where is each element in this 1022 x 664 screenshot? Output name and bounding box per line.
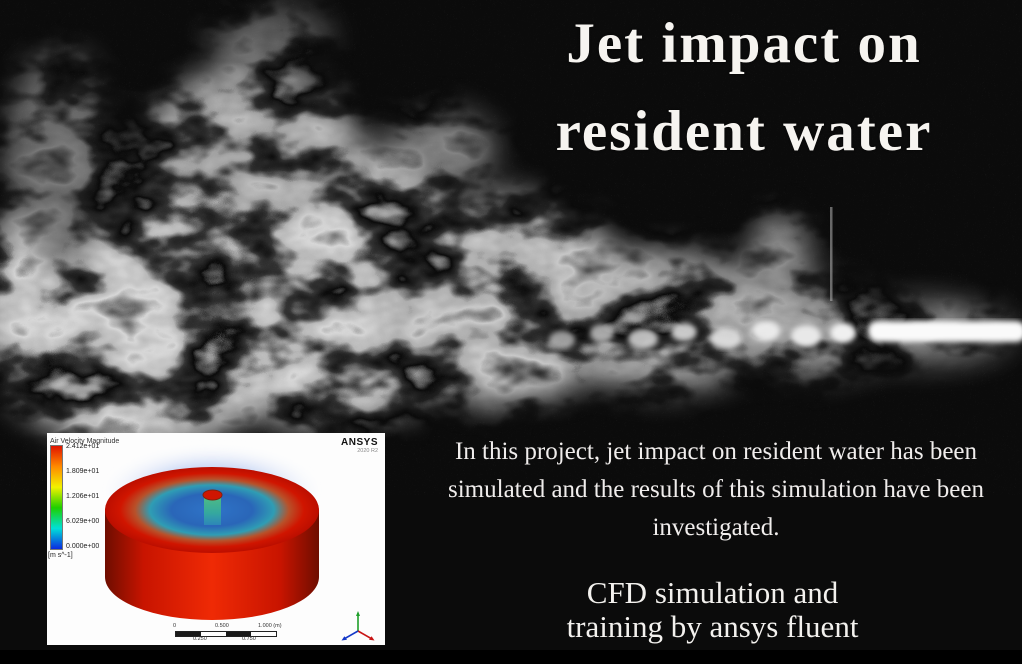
- film-grain: [0, 0, 1022, 450]
- scale-ruler: 0 0.500 1.000 (m) 0.250 0.750: [170, 623, 282, 642]
- colorbar-label-min: 0.000e+00: [66, 543, 100, 550]
- ruler-label-0500: 0.500: [215, 623, 229, 629]
- ruler-label-1000: 1.000 (m): [258, 623, 282, 629]
- ansys-logo-version: 2020 R2: [357, 448, 378, 454]
- ruler-label-0: 0: [173, 623, 177, 629]
- jet-nozzle-column: [204, 495, 221, 525]
- velocity-legend: Air Velocity Magnitude: [50, 438, 140, 445]
- ruler-bar: [175, 631, 277, 637]
- ansys-logo-text: ANSYS: [341, 437, 378, 448]
- description-line-3: investigated.: [652, 514, 780, 541]
- project-description: In this project, jet impact on resident …: [410, 433, 1022, 547]
- cta-line-2: training by ansys fluent: [566, 609, 859, 644]
- cta-text: CFD simulation and training by ansys flu…: [440, 576, 985, 644]
- description-line-1: In this project, jet impact on resident …: [454, 438, 978, 465]
- axis-triad-icon: [341, 611, 375, 641]
- colorbar-unit: [m s^-1]: [48, 552, 73, 559]
- jet-nozzle-cap: [202, 489, 223, 501]
- legend-title: Air Velocity Magnitude: [50, 438, 120, 445]
- colorbar-label-max: 2.412e+01: [66, 443, 100, 450]
- colorbar-label-25: 6.029e+00: [66, 518, 100, 525]
- description-line-2: simulated and the results of this simula…: [448, 476, 984, 503]
- simulation-3d-view: [105, 443, 375, 641]
- simulation-inset: Air Velocity Magnitude 2.412e+01 1.809e+…: [47, 433, 385, 645]
- ansys-logo: ANSYS 2020 R2: [341, 438, 378, 455]
- cta-line-1: CFD simulation and: [586, 575, 839, 610]
- photo-bottom-strip: [0, 650, 1022, 664]
- title-line-1: Jet impact on: [566, 12, 922, 75]
- colorbar-label-50: 1.206e+01: [66, 493, 100, 500]
- colorbar-label-75: 1.809e+01: [66, 468, 100, 475]
- colorbar: [50, 445, 63, 550]
- ruler-label-0250: 0.250: [193, 636, 207, 642]
- ruler-label-0750: 0.750: [242, 636, 256, 642]
- page-title: Jet impact on resident water: [466, 0, 1022, 176]
- title-line-2: resident water: [555, 100, 933, 163]
